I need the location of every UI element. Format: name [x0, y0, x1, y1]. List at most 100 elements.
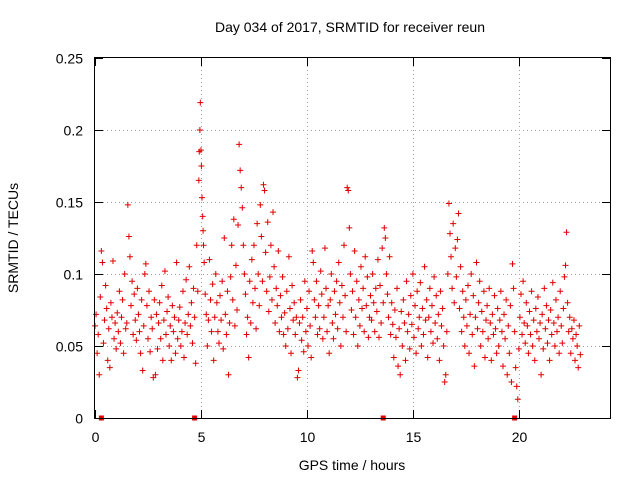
data-point: [361, 328, 368, 335]
data-point: [574, 343, 581, 349]
data-point: [437, 288, 444, 295]
data-point: [165, 294, 172, 301]
data-point: [134, 285, 141, 292]
data-point: [403, 278, 410, 285]
data-point: [304, 343, 311, 349]
data-point: [107, 299, 114, 306]
data-point: [179, 288, 186, 295]
data-point: [557, 288, 564, 295]
data-point: [441, 379, 448, 385]
data-point: [560, 305, 567, 312]
data-point: [332, 311, 339, 318]
data-point: [289, 282, 296, 289]
data-point: [313, 278, 320, 285]
data-point: [256, 302, 263, 309]
data-point: [483, 317, 490, 324]
data-point: [487, 319, 494, 326]
data-point: [490, 331, 497, 338]
data-point: [355, 296, 362, 303]
data-point: [181, 354, 188, 361]
data-point: [412, 302, 419, 309]
data-point: [381, 224, 388, 231]
data-point: [140, 322, 147, 329]
data-point: [153, 311, 160, 318]
data-point: [334, 325, 341, 332]
data-point: [105, 325, 112, 332]
data-point: [530, 317, 537, 324]
data-point: [160, 317, 167, 324]
data-point: [266, 273, 273, 280]
data-point: [161, 268, 168, 275]
data-point: [186, 263, 193, 270]
data-point: [200, 242, 207, 249]
data-point: [406, 345, 413, 352]
data-point: [209, 281, 216, 288]
data-point: [511, 328, 518, 335]
data-point: [130, 331, 137, 338]
data-point: [230, 216, 237, 223]
data-point: [344, 184, 351, 191]
data-point: [519, 331, 526, 338]
data-point: [108, 314, 115, 321]
data-point: [138, 296, 145, 303]
data-point: [445, 200, 452, 207]
data-point: [149, 325, 156, 332]
data-point: [484, 302, 491, 309]
data-point: [542, 325, 549, 332]
data-point: [392, 334, 399, 341]
data-point: [399, 343, 406, 349]
data-point: [243, 331, 250, 338]
data-point: [539, 311, 546, 318]
data-point: [123, 319, 130, 326]
data-point: [427, 328, 434, 335]
data-point: [312, 314, 319, 321]
data-point: [303, 305, 310, 312]
data-point: [284, 325, 291, 332]
data-point: [223, 331, 230, 338]
data-point: [254, 220, 261, 227]
data-point: [226, 319, 233, 326]
data-point: [316, 325, 323, 332]
data-point: [120, 350, 127, 357]
data-point: [199, 194, 206, 201]
data-point: [563, 229, 570, 236]
data-point: [248, 256, 255, 263]
data-point: [365, 334, 372, 341]
data-point: [463, 322, 470, 329]
data-point: [280, 331, 287, 338]
data-point: [174, 335, 181, 342]
data-point: [434, 335, 441, 342]
data-point: [298, 337, 305, 344]
data-point: [367, 292, 374, 299]
data-point: [100, 340, 107, 347]
data-point: [214, 328, 221, 335]
data-point: [561, 273, 568, 280]
data-point: [388, 299, 395, 306]
data-point: [350, 331, 357, 338]
data-point: [206, 256, 213, 263]
data-point: [564, 299, 571, 306]
data-point: [387, 331, 394, 338]
data-point: [419, 305, 426, 312]
data-point: [550, 319, 557, 326]
data-point: [433, 292, 440, 299]
data-point: [197, 99, 204, 106]
data-point: [469, 331, 476, 338]
data-point: [275, 247, 282, 254]
data-point: [338, 282, 345, 289]
data-point: [547, 307, 554, 313]
data-point: [471, 363, 478, 370]
x-tick-label: 15: [406, 429, 422, 445]
data-point: [159, 357, 166, 364]
data-point: [558, 322, 565, 329]
data-point: [283, 288, 290, 295]
data-point: [386, 253, 393, 260]
y-axis-label: SRMTID / TECUs: [5, 183, 21, 293]
data-point: [135, 311, 142, 318]
y-tick-label: 0.1: [64, 267, 84, 283]
data-point: [136, 328, 143, 335]
data-point: [116, 288, 123, 295]
y-tick-label: 0.15: [56, 195, 83, 211]
data-point: [375, 334, 382, 341]
data-point: [154, 345, 161, 352]
